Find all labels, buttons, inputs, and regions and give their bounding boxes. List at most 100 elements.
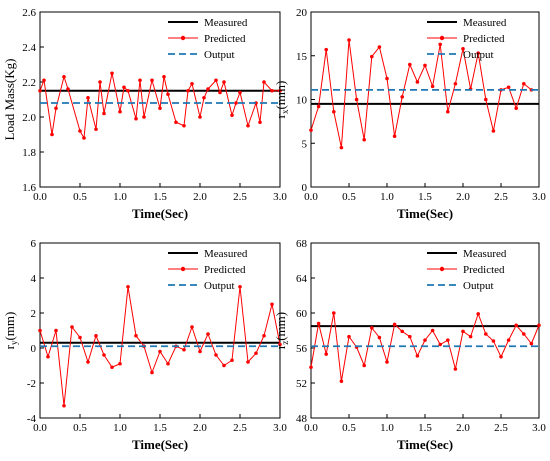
predicted-point	[309, 128, 313, 132]
predicted-point	[332, 311, 336, 315]
y-tick-label: 2.6	[22, 7, 36, 19]
predicted-point	[476, 51, 481, 55]
y-tick-label: 52	[296, 378, 307, 390]
predicted-point	[400, 329, 405, 334]
predicted-point	[134, 116, 138, 121]
y-tick-label: 0	[31, 343, 37, 355]
predicted-point	[332, 109, 336, 114]
y-tick-label: -2	[27, 378, 36, 390]
predicted-point	[262, 80, 266, 84]
predicted-point	[138, 78, 142, 83]
predicted-point	[158, 349, 162, 354]
x-tick-label: 1.5	[153, 191, 167, 203]
y-tick-label: 2.4	[22, 42, 36, 54]
predicted-point	[230, 113, 234, 118]
predicted-point	[506, 85, 511, 90]
y-tick-label: 60	[296, 308, 308, 320]
y-tick-label: 68	[296, 238, 308, 250]
x-tick-label: 1.5	[153, 422, 167, 434]
y-axis-title: rz(mm)	[273, 312, 290, 349]
predicted-point	[122, 85, 126, 90]
predicted-point	[182, 123, 186, 128]
y-tick-label: 64	[296, 273, 308, 285]
legend-label-predicted: Predicted	[463, 264, 505, 276]
x-tick-label: 2.5	[494, 422, 508, 434]
predicted-point	[491, 339, 496, 343]
predicted-point	[230, 358, 234, 363]
predicted-point	[70, 325, 74, 329]
predicted-point	[98, 80, 102, 84]
x-axis-title: Time(Sec)	[397, 437, 453, 452]
legend-label-output: Output	[463, 280, 494, 292]
predicted-point	[377, 335, 382, 340]
predicted-point	[278, 342, 282, 347]
predicted-point	[246, 123, 250, 128]
predicted-point	[94, 127, 98, 132]
x-tick-label: 2.0	[193, 191, 207, 203]
x-tick-label: 0.5	[73, 191, 87, 203]
predicted-point	[453, 367, 458, 371]
predicted-point	[430, 84, 435, 89]
predicted-point	[324, 47, 329, 52]
predicted-point	[499, 354, 503, 359]
predicted-point	[529, 341, 534, 346]
predicted-point	[238, 284, 242, 289]
predicted-point	[118, 109, 122, 114]
predicted-point	[316, 321, 321, 326]
y-tick-label: 5	[302, 138, 308, 150]
predicted-point	[38, 328, 42, 333]
predicted-point	[78, 129, 82, 133]
predicted-point	[446, 338, 450, 342]
predicted-point	[522, 81, 526, 86]
x-tick-label: 1.0	[113, 422, 127, 434]
x-tick-label: 2.0	[456, 422, 470, 434]
predicted-point	[370, 54, 374, 59]
predicted-point	[339, 145, 344, 150]
predicted-point	[190, 325, 194, 329]
series-line-predicted	[310, 39, 532, 148]
predicted-point	[339, 379, 344, 384]
predicted-point	[214, 78, 218, 83]
predicted-point	[514, 106, 518, 111]
predicted-point	[347, 38, 351, 42]
x-tick-label: 0.0	[304, 191, 318, 203]
predicted-point	[484, 97, 488, 102]
x-tick-label: 1.0	[380, 191, 394, 203]
predicted-point	[408, 334, 412, 339]
predicted-point	[102, 353, 106, 357]
y-tick-label: 48	[296, 413, 308, 425]
predicted-point	[400, 95, 405, 99]
predicted-point	[62, 74, 66, 79]
legend-label-predicted: Predicted	[204, 33, 246, 45]
predicted-point	[42, 78, 46, 83]
y-tick-label: 4	[31, 273, 37, 285]
predicted-point	[438, 342, 443, 347]
predicted-point	[415, 354, 420, 358]
legend-label-predicted: Predicted	[204, 264, 246, 276]
x-tick-label: 1.0	[380, 422, 394, 434]
chart-panel-2: 0.0 0.5 1.0 1.5 2.0 2.5 3.0 0 5 10 15 20 Time(Sec) rx…	[273, 7, 546, 221]
x-tick-label: 0.0	[33, 191, 47, 203]
predicted-point	[118, 361, 122, 366]
predicted-point	[324, 352, 329, 356]
x-tick-label: 0.0	[304, 422, 318, 434]
x-tick-label: 2.0	[193, 422, 207, 434]
legend-label-measured: Measured	[463, 17, 507, 29]
legend-label-output: Output	[204, 49, 235, 61]
x-tick-label: 3.0	[532, 191, 546, 203]
predicted-point	[134, 333, 138, 338]
predicted-point	[246, 360, 250, 364]
x-tick-label: 3.0	[532, 422, 546, 434]
predicted-point	[254, 351, 258, 356]
predicted-point	[453, 81, 458, 86]
y-tick-label: 1.6	[22, 182, 36, 194]
predicted-point	[537, 323, 541, 328]
chart-panel-3: 0.0 0.5 1.0 1.5 2.0 2.5 3.0 -4 -2 0 2 4 6 Time(Sec) ry…	[2, 238, 287, 452]
x-axis-title: Time(Sec)	[397, 206, 453, 221]
x-tick-label: 0.5	[73, 422, 87, 434]
predicted-point	[278, 88, 282, 93]
predicted-point	[461, 46, 465, 51]
predicted-point	[362, 363, 367, 368]
legend-label-measured: Measured	[204, 248, 248, 260]
